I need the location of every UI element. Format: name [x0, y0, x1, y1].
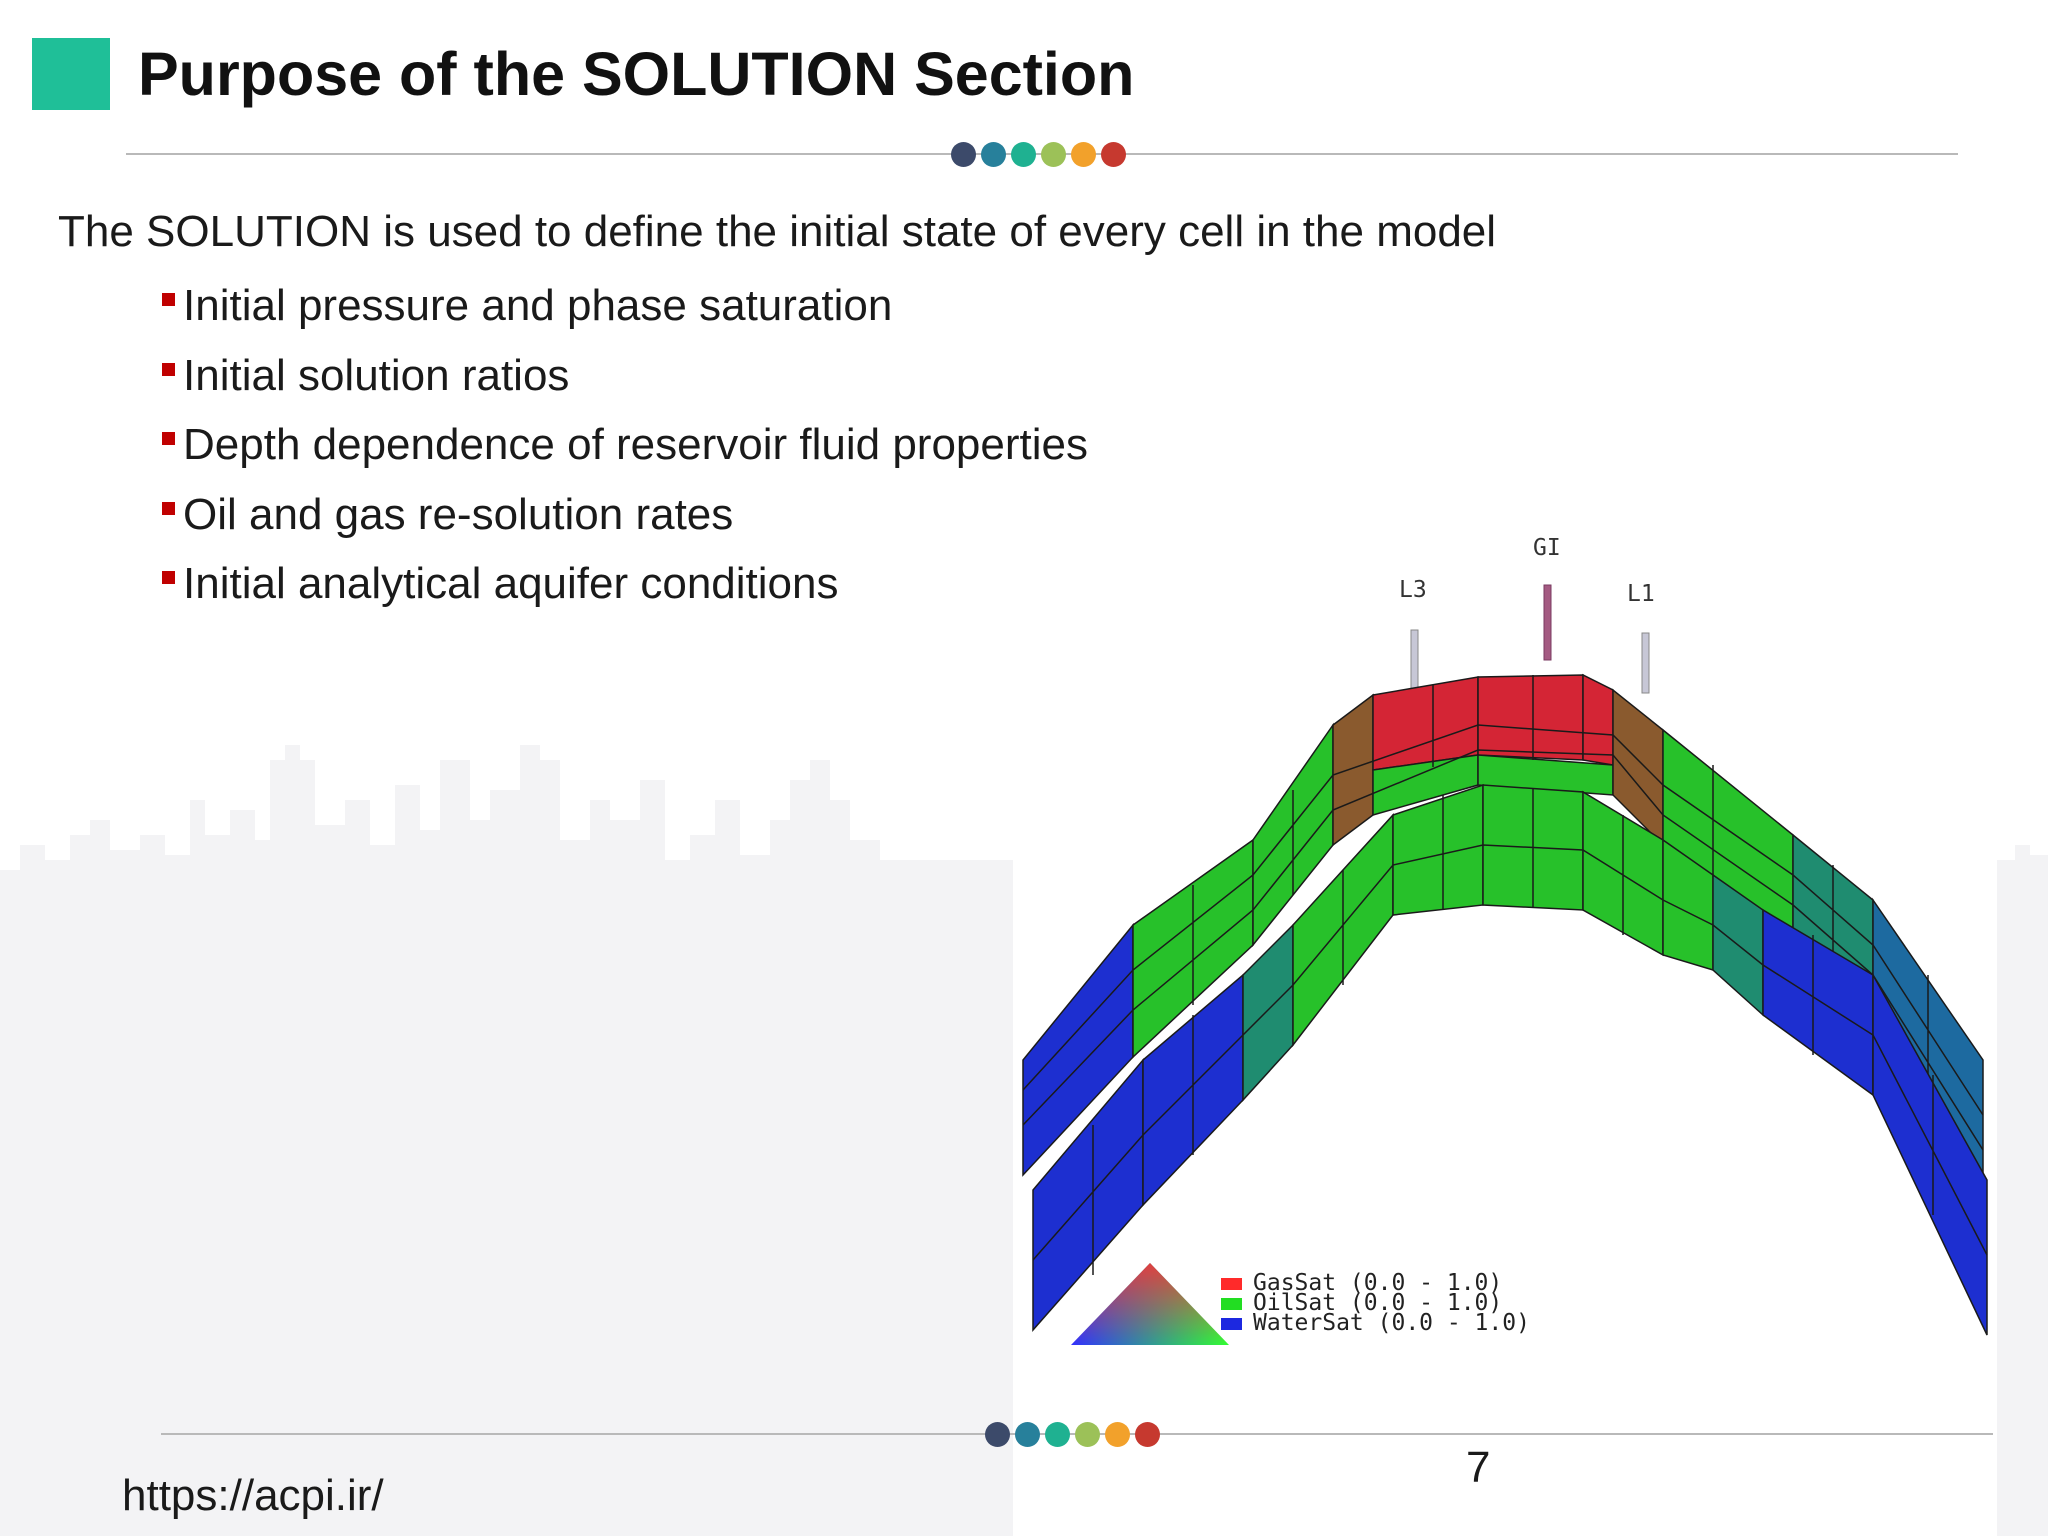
- ornament-dot: [1071, 142, 1096, 167]
- ternary-triangle-overlay: [1071, 1263, 1229, 1345]
- bottom-dots-ornament: [985, 1422, 1160, 1447]
- bullet-text: Depth dependence of reservoir fluid prop…: [183, 420, 1088, 469]
- square-bullet-icon: [162, 571, 175, 585]
- lower-layer: [1032, 783, 1988, 1336]
- ornament-dot: [951, 142, 976, 167]
- saturation-legend: GasSat (0.0 - 1.0) OilSat (0.0 - 1.0) Wa…: [1071, 1263, 1530, 1345]
- ornament-dot: [1041, 142, 1066, 167]
- well-label-l3: L3: [1399, 577, 1427, 603]
- upper-layer: [1022, 673, 1984, 1188]
- legend-swatch-oil: [1221, 1298, 1242, 1310]
- cell-gas: [1582, 673, 1614, 766]
- slide-title: Purpose of the SOLUTION Section: [138, 40, 1135, 108]
- bullet-item: Initial pressure and phase saturation: [162, 271, 1088, 341]
- ornament-dot: [1075, 1422, 1100, 1447]
- legend-label-gas: GasSat (0.0 - 1.0): [1253, 1270, 1502, 1296]
- bullet-text: Initial analytical aquifer conditions: [183, 559, 839, 608]
- layer-grid: [1032, 788, 1988, 1275]
- square-bullet-icon: [162, 501, 175, 515]
- legend-swatch-water: [1221, 1318, 1242, 1330]
- top-dots-ornament: [951, 142, 1126, 167]
- ornament-dot: [1135, 1422, 1160, 1447]
- well-l3: [1410, 629, 1419, 691]
- well-l1: [1641, 632, 1650, 694]
- layer-grid: [1022, 675, 1984, 1151]
- ornament-dot: [985, 1422, 1010, 1447]
- bullet-text: Initial pressure and phase saturation: [183, 281, 893, 330]
- bullet-item: Depth dependence of reservoir fluid prop…: [162, 410, 1088, 480]
- cell-oil-water: [1242, 923, 1294, 1102]
- bullet-item: Oil and gas re-solution rates: [162, 480, 1088, 550]
- intro-text: The SOLUTION is used to define the initi…: [58, 207, 1497, 256]
- footer-url-link[interactable]: https://acpi.ir/: [122, 1471, 384, 1520]
- ornament-dot: [1011, 142, 1036, 167]
- bullet-text: Oil and gas re-solution rates: [183, 489, 734, 539]
- ornament-dot: [981, 142, 1006, 167]
- cell-gas: [1477, 674, 1584, 761]
- square-bullet-icon: [162, 362, 175, 376]
- title-accent-square: [32, 38, 110, 110]
- legend-swatch-gas: [1221, 1278, 1242, 1290]
- ornament-dot: [1045, 1422, 1070, 1447]
- well-label-gi: GI: [1533, 535, 1561, 561]
- legend-label-oil: OilSat (0.0 - 1.0): [1253, 1290, 1502, 1316]
- square-bullet-icon: [162, 432, 175, 446]
- well-gi: [1543, 584, 1552, 661]
- page-number: 7: [1466, 1443, 1491, 1492]
- bullet-list: Initial pressure and phase saturation In…: [162, 271, 1088, 619]
- cell-gas-oil: [1332, 693, 1374, 847]
- bullet-item: Initial analytical aquifer conditions: [162, 549, 1088, 619]
- well-label-l1: L1: [1627, 581, 1655, 607]
- ornament-dot: [1015, 1422, 1040, 1447]
- bullet-item: Initial solution ratios: [162, 341, 1088, 411]
- square-bullet-icon: [162, 293, 175, 307]
- ornament-dot: [1101, 142, 1126, 167]
- ornament-dot: [1105, 1422, 1130, 1447]
- bullet-text: Initial solution ratios: [183, 350, 570, 400]
- legend-label-water: WaterSat (0.0 - 1.0): [1253, 1310, 1530, 1336]
- cell-water: [1872, 972, 1988, 1336]
- reservoir-saturation-figure: L3 GI L1: [1013, 515, 1997, 1353]
